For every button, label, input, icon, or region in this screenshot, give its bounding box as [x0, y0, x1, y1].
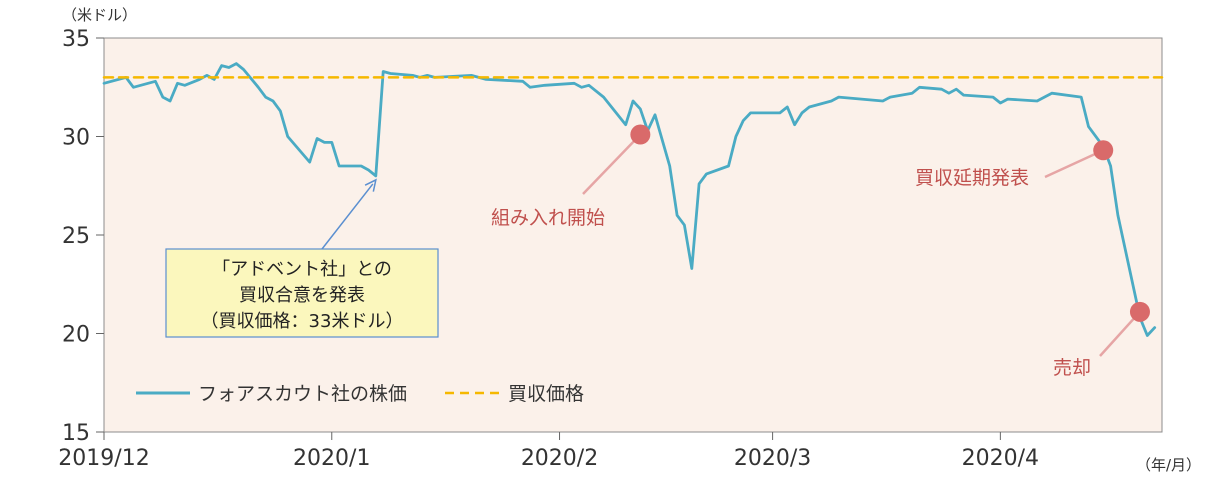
annotation-pointer	[582, 133, 642, 195]
callout-text: 買収合意を発表	[239, 285, 365, 306]
y-tick-label: 25	[62, 224, 90, 249]
event-marker	[1129, 301, 1150, 322]
legend-label-price: フォアスカウト社の株価	[198, 383, 407, 405]
y-tick-label: 15	[62, 421, 90, 446]
annotation-pointer	[1044, 149, 1104, 179]
y-tick-label: 30	[62, 126, 90, 151]
plot-area	[103, 37, 1163, 433]
x-axis-unit-label: （年/月）	[1136, 456, 1201, 474]
callout-box	[165, 248, 439, 338]
callout-arrow	[321, 183, 374, 250]
callout-arrowhead	[364, 178, 377, 192]
event-marker	[1093, 140, 1114, 161]
axis-layer: 15 20 25 30 35 2019/12 2020/1 2020/2 2020/3 2020/…	[58, 27, 1039, 471]
annotation-label: 買収延期発表	[915, 167, 1029, 189]
y-tick-label: 35	[62, 27, 90, 52]
callout-text: 「アドベント社」との	[212, 259, 392, 280]
x-tick-label: 2019/12	[58, 446, 149, 471]
legend: フォアスカウト社の株価 買収価格	[136, 383, 584, 405]
marker-layer	[630, 124, 1150, 322]
x-tick-label: 2020/1	[293, 446, 370, 471]
annotation-label: 組み入れ開始	[491, 207, 605, 229]
legend-label-offer: 買収価格	[508, 383, 584, 405]
series-layer	[102, 62, 1164, 337]
callout-text: （買収価格：33米ドル）	[201, 311, 404, 332]
y-tick-label: 20	[62, 323, 90, 348]
y-axis-unit-label: （米ドル）	[62, 6, 137, 24]
x-tick-label: 2020/4	[962, 446, 1039, 471]
annotation-label: 売却	[1053, 357, 1091, 379]
stock-price-line	[102, 62, 1157, 337]
x-tick-label: 2020/3	[734, 446, 811, 471]
x-tick-label: 2020/2	[521, 446, 598, 471]
event-marker	[630, 124, 651, 145]
